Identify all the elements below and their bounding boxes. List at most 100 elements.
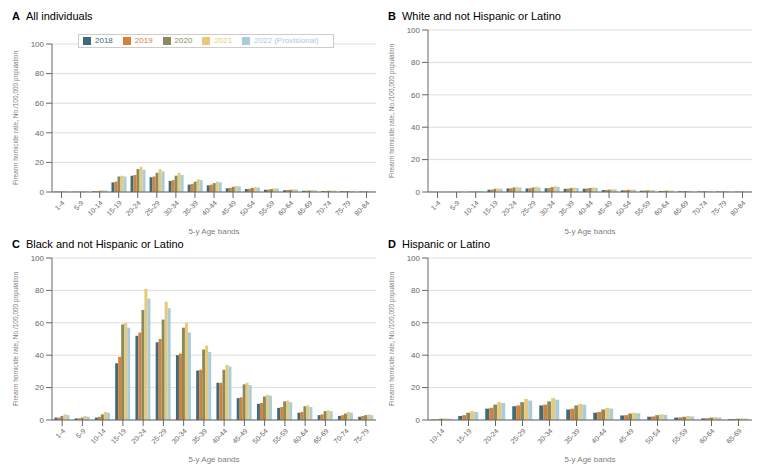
svg-text:40: 40 <box>411 351 420 360</box>
svg-text:45-49: 45-49 <box>596 199 614 217</box>
svg-text:1-4: 1-4 <box>430 199 442 211</box>
svg-text:30-34: 30-34 <box>536 427 554 445</box>
svg-text:65-69: 65-69 <box>672 199 690 217</box>
html-text:All individuals: All individuals <box>26 10 93 22</box>
svg-text:5-9: 5-9 <box>73 199 85 211</box>
svg-text:65-69: 65-69 <box>725 427 743 445</box>
svg-text:100: 100 <box>31 40 45 49</box>
svg-text:70-74: 70-74 <box>332 427 350 445</box>
svg-text:45-49: 45-49 <box>231 427 249 445</box>
svg-text:50-54: 50-54 <box>644 427 662 445</box>
svg-text:35-39: 35-39 <box>563 427 581 445</box>
svg-text:15-19: 15-19 <box>455 427 473 445</box>
svg-text:5-y Age bands: 5-y Age bands <box>564 227 615 236</box>
svg-text:25-29: 25-29 <box>519 199 537 217</box>
svg-text:30-34: 30-34 <box>162 199 180 217</box>
svg-text:100: 100 <box>407 26 421 35</box>
svg-text:0: 0 <box>416 188 421 197</box>
svg-text:25-29: 25-29 <box>143 199 161 217</box>
svg-text:Firearm homicide rate, No./100: Firearm homicide rate, No./100,000 popul… <box>12 51 20 185</box>
svg-text:65-69: 65-69 <box>296 199 314 217</box>
svg-text:55-59: 55-59 <box>258 199 276 217</box>
svg-text:60-64: 60-64 <box>698 427 716 445</box>
svg-text:20-24: 20-24 <box>482 427 500 445</box>
svg-text:20: 20 <box>411 383 420 392</box>
svg-text:20: 20 <box>35 158 44 167</box>
svg-text:80: 80 <box>411 286 420 295</box>
svg-text:30-34: 30-34 <box>170 427 188 445</box>
svg-text:5-9: 5-9 <box>74 427 86 439</box>
svg-text:45-49: 45-49 <box>617 427 635 445</box>
svg-text:50-54: 50-54 <box>615 199 633 217</box>
svg-text:100: 100 <box>407 254 421 263</box>
svg-text:60: 60 <box>411 91 420 100</box>
svg-text:10-14: 10-14 <box>428 427 446 445</box>
svg-text:15-19: 15-19 <box>109 427 127 445</box>
svg-text:35-39: 35-39 <box>182 199 200 217</box>
html-text:White and not Hispanic or Lati: White and not Hispanic or Latino <box>402 10 561 22</box>
svg-text:25-29: 25-29 <box>509 427 527 445</box>
svg-text:60-64: 60-64 <box>653 199 671 217</box>
svg-text:35-39: 35-39 <box>558 199 576 217</box>
svg-text:75-79: 75-79 <box>352 427 370 445</box>
svg-text:75-79: 75-79 <box>334 199 352 217</box>
svg-text:10-14: 10-14 <box>462 199 480 217</box>
svg-text:Firearm homicide rate, No./100: Firearm homicide rate, No./100,000 popul… <box>388 272 396 406</box>
svg-text:60: 60 <box>35 319 44 328</box>
svg-text:70-74: 70-74 <box>691 199 709 217</box>
svg-text:70-74: 70-74 <box>315 199 333 217</box>
svg-text:80-84: 80-84 <box>353 199 371 217</box>
svg-text:60-64: 60-64 <box>292 427 310 445</box>
svg-text:50-54: 50-54 <box>251 427 269 445</box>
svg-text:15-19: 15-19 <box>105 199 123 217</box>
svg-text:40-44: 40-44 <box>211 427 229 445</box>
svg-text:55-59: 55-59 <box>671 427 689 445</box>
svg-text:25-29: 25-29 <box>150 427 168 445</box>
svg-text:60-64: 60-64 <box>277 199 295 217</box>
svg-text:10-14: 10-14 <box>89 427 107 445</box>
svg-text:1-4: 1-4 <box>54 199 66 211</box>
svg-text:5-9: 5-9 <box>449 199 461 211</box>
svg-text:5-y Age bands: 5-y Age bands <box>188 455 239 464</box>
svg-text:20: 20 <box>35 383 44 392</box>
svg-text:0: 0 <box>40 188 45 197</box>
svg-text:45-49: 45-49 <box>220 199 238 217</box>
svg-text:100: 100 <box>31 254 45 263</box>
svg-text:Firearm homicide rate, No./100: Firearm homicide rate, No./100,000 popul… <box>388 44 396 178</box>
html-text:2018: 2018 <box>95 36 113 45</box>
svg-text:40-44: 40-44 <box>577 199 595 217</box>
svg-text:20-24: 20-24 <box>500 199 518 217</box>
svg-text:15-19: 15-19 <box>481 199 499 217</box>
html-text:Black and not Hispanic or Lati: Black and not Hispanic or Latino <box>26 238 184 250</box>
svg-text:40: 40 <box>35 129 44 138</box>
svg-text:75-79: 75-79 <box>710 199 728 217</box>
svg-text:60: 60 <box>35 99 44 108</box>
svg-text:55-59: 55-59 <box>634 199 652 217</box>
html-text:2019: 2019 <box>134 36 153 45</box>
svg-text:0: 0 <box>416 416 421 425</box>
svg-text:80-84: 80-84 <box>729 199 747 217</box>
svg-text:40-44: 40-44 <box>201 199 219 217</box>
svg-text:20-24: 20-24 <box>130 427 148 445</box>
svg-text:50-54: 50-54 <box>239 199 257 217</box>
svg-text:20: 20 <box>411 155 420 164</box>
svg-text:40: 40 <box>35 351 44 360</box>
svg-text:5-y Age bands: 5-y Age bands <box>188 227 239 236</box>
svg-text:65-69: 65-69 <box>312 427 330 445</box>
html-text:Hispanic or Latino: Hispanic or Latino <box>402 238 490 250</box>
svg-text:60: 60 <box>411 319 420 328</box>
svg-text:0: 0 <box>40 416 45 425</box>
svg-text:40-44: 40-44 <box>590 427 608 445</box>
svg-text:80: 80 <box>35 69 44 78</box>
svg-text:55-59: 55-59 <box>271 427 289 445</box>
svg-text:80: 80 <box>35 286 44 295</box>
svg-text:35-39: 35-39 <box>190 427 208 445</box>
svg-text:20-24: 20-24 <box>124 199 142 217</box>
svg-text:5-y Age bands: 5-y Age bands <box>564 455 615 464</box>
svg-text:30-34: 30-34 <box>538 199 556 217</box>
svg-text:10-14: 10-14 <box>86 199 104 217</box>
svg-text:80: 80 <box>411 58 420 67</box>
svg-text:Firearm homicide rate, No./100: Firearm homicide rate, No./100,000 popul… <box>12 272 20 406</box>
svg-text:40: 40 <box>411 123 420 132</box>
svg-text:1-4: 1-4 <box>54 427 66 439</box>
